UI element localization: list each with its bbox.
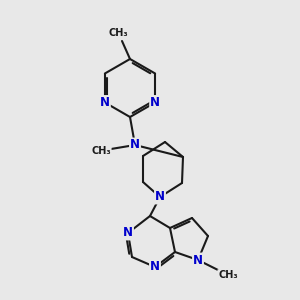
Text: N: N [123, 226, 133, 239]
Text: N: N [193, 254, 203, 266]
Text: CH₃: CH₃ [218, 270, 238, 280]
Text: CH₃: CH₃ [91, 146, 111, 156]
Text: N: N [130, 139, 140, 152]
Text: N: N [155, 190, 165, 203]
Text: N: N [150, 260, 160, 274]
Text: CH₃: CH₃ [108, 28, 128, 38]
Text: N: N [100, 96, 110, 109]
Text: N: N [150, 96, 160, 109]
